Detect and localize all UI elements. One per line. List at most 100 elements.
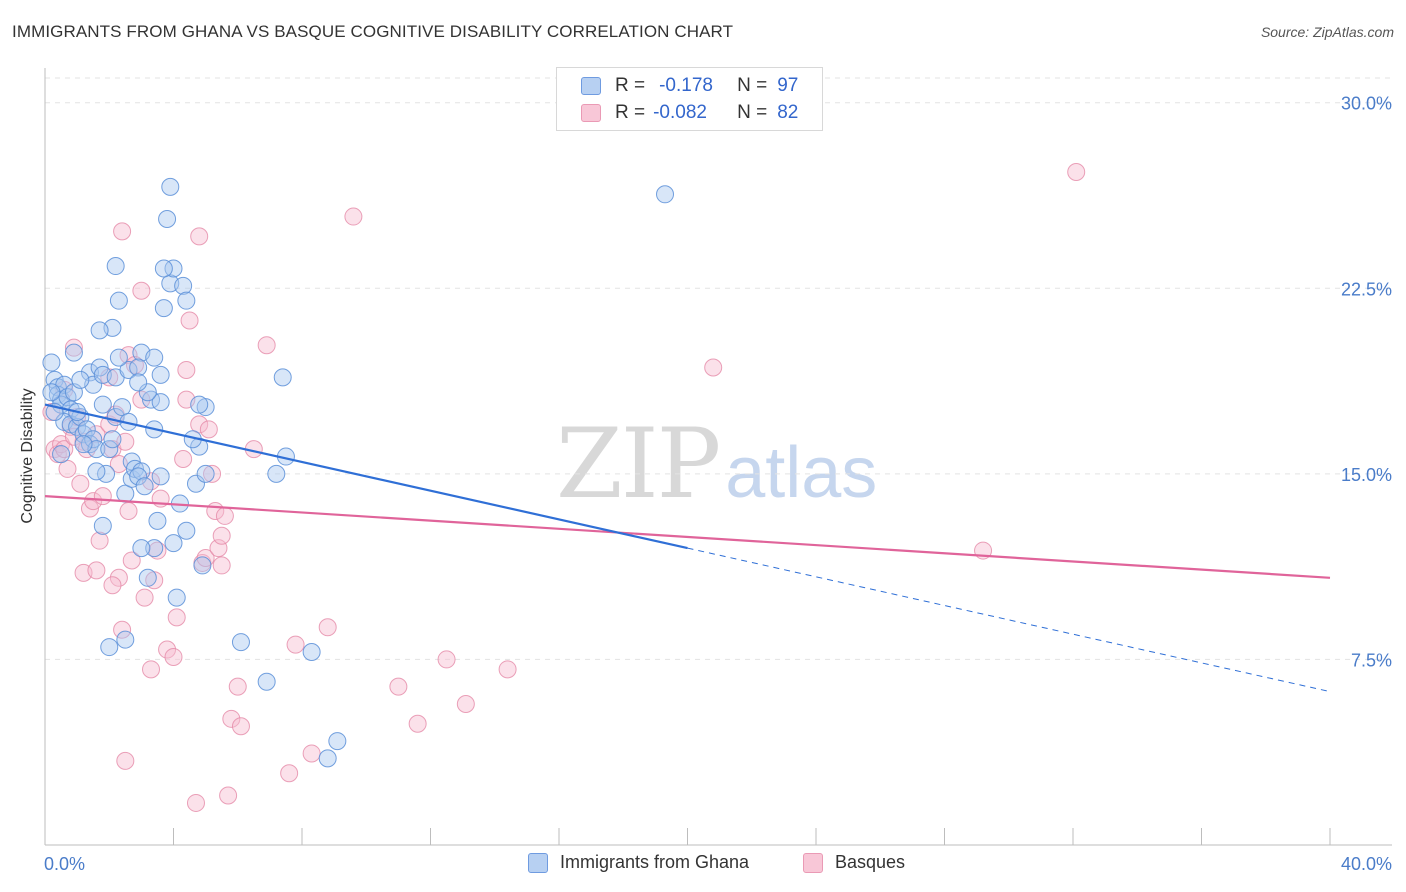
ghana-point xyxy=(106,257,125,276)
basque-point xyxy=(84,492,103,511)
basque-point xyxy=(113,222,132,241)
y-tick-label: 30.0% xyxy=(1341,94,1392,114)
ghana-point xyxy=(90,321,109,340)
basque-point xyxy=(87,425,106,444)
basque-point xyxy=(257,336,276,355)
basque-point xyxy=(90,531,109,550)
ghana-trend-extension xyxy=(687,547,1331,693)
ghana-points xyxy=(42,177,675,768)
ghana-point xyxy=(177,521,196,540)
trend-lines xyxy=(44,403,1331,693)
legend-r-label: R = xyxy=(615,102,646,123)
ghana-point xyxy=(103,430,122,449)
basque-point xyxy=(222,709,241,728)
ghana-point xyxy=(64,343,83,362)
basque-point xyxy=(119,501,138,520)
ghana-point xyxy=(100,440,119,459)
basque-point xyxy=(93,487,112,506)
ghana-point xyxy=(71,370,90,389)
ghana-point xyxy=(93,516,112,535)
basque-point xyxy=(186,793,205,812)
basque-point xyxy=(190,227,209,246)
basque-point xyxy=(219,786,238,805)
basque-point xyxy=(116,751,135,770)
basque-point xyxy=(318,618,337,637)
ghana-point xyxy=(231,633,250,652)
y-tick-label: 7.5% xyxy=(1351,650,1392,670)
ghana-point xyxy=(116,630,135,649)
legend-item-basque: Basques xyxy=(803,852,905,873)
ghana-point xyxy=(267,464,286,483)
ghana-point xyxy=(154,259,173,278)
basque-legend-swatch xyxy=(803,852,823,873)
basque-point xyxy=(103,576,122,595)
ghana-point xyxy=(109,348,128,367)
ghana-point xyxy=(151,467,170,486)
ghana-point xyxy=(190,395,209,414)
basque-point xyxy=(71,474,90,493)
basque-point xyxy=(190,415,209,434)
ghana-swatch xyxy=(581,77,601,95)
basque-point xyxy=(164,647,183,666)
series-legend: Immigrants from Ghana Basques xyxy=(0,852,1406,876)
ghana-point xyxy=(77,420,96,439)
ghana-point xyxy=(145,348,164,367)
ghana-point xyxy=(186,474,205,493)
basque-point xyxy=(148,541,167,560)
basque-point xyxy=(286,635,305,654)
basque-trend-line xyxy=(44,495,1331,579)
ghana-point xyxy=(132,462,151,481)
legend-label-basque: Basques xyxy=(835,852,906,872)
watermark-zip: ZIP xyxy=(556,408,721,520)
legend-r-value: -0.082 xyxy=(653,102,707,123)
basque-point xyxy=(174,450,193,469)
ghana-point xyxy=(148,511,167,530)
correlation-legend: R = -0.178 N = 97 R = -0.082 N = 82 xyxy=(556,67,823,131)
basque-point xyxy=(437,650,456,669)
basque-point xyxy=(231,717,250,736)
basque-point xyxy=(203,464,222,483)
watermark-atlas: atlas xyxy=(725,433,878,513)
legend-label-ghana: Immigrants from Ghana xyxy=(560,852,750,872)
basque-point xyxy=(77,440,96,459)
x-tick-label-min: 0.0% xyxy=(44,854,85,874)
ghana-point xyxy=(174,276,193,295)
basque-point xyxy=(344,207,363,226)
basque-point xyxy=(113,620,132,639)
ghana-point xyxy=(129,358,148,377)
ghana-point xyxy=(42,353,61,372)
ghana-trend-line xyxy=(44,403,688,550)
basque-point xyxy=(280,764,299,783)
x-tick-label-max: 40.0% xyxy=(1341,854,1392,874)
basque-point xyxy=(212,556,231,575)
basque-point xyxy=(1067,163,1086,182)
ghana-point xyxy=(302,643,321,662)
ghana-point xyxy=(138,568,157,587)
tick-labels: 7.5% 15.0% 22.5% 30.0% 0.0% 40.0% xyxy=(44,94,1392,874)
ghana-point xyxy=(158,210,177,229)
ghana-point xyxy=(74,435,93,454)
ghana-point xyxy=(656,185,675,204)
legend-row-basque: R = -0.082 N = 82 xyxy=(581,100,798,126)
ghana-point xyxy=(328,732,347,751)
ghana-point xyxy=(318,749,337,768)
chart-title: IMMIGRANTS FROM GHANA VS BASQUE COGNITIV… xyxy=(12,22,734,41)
ghana-point xyxy=(196,464,215,483)
ghana-point xyxy=(93,395,112,414)
legend-n-value: 82 xyxy=(777,102,799,123)
ghana-point xyxy=(151,365,170,384)
basque-point xyxy=(64,338,83,357)
ghana-point xyxy=(113,398,132,417)
basque-point xyxy=(498,660,517,679)
ghana-point xyxy=(161,177,180,196)
basque-point xyxy=(228,677,247,696)
watermark: ZIPatlas xyxy=(556,408,877,520)
ghana-point xyxy=(257,672,276,691)
ghana-point xyxy=(164,534,183,553)
basque-point xyxy=(177,360,196,379)
basque-swatch xyxy=(581,104,601,122)
ghana-point xyxy=(177,291,196,310)
basque-point xyxy=(456,694,475,713)
basque-point xyxy=(302,744,321,763)
legend-r-value: -0.178 xyxy=(659,75,713,96)
